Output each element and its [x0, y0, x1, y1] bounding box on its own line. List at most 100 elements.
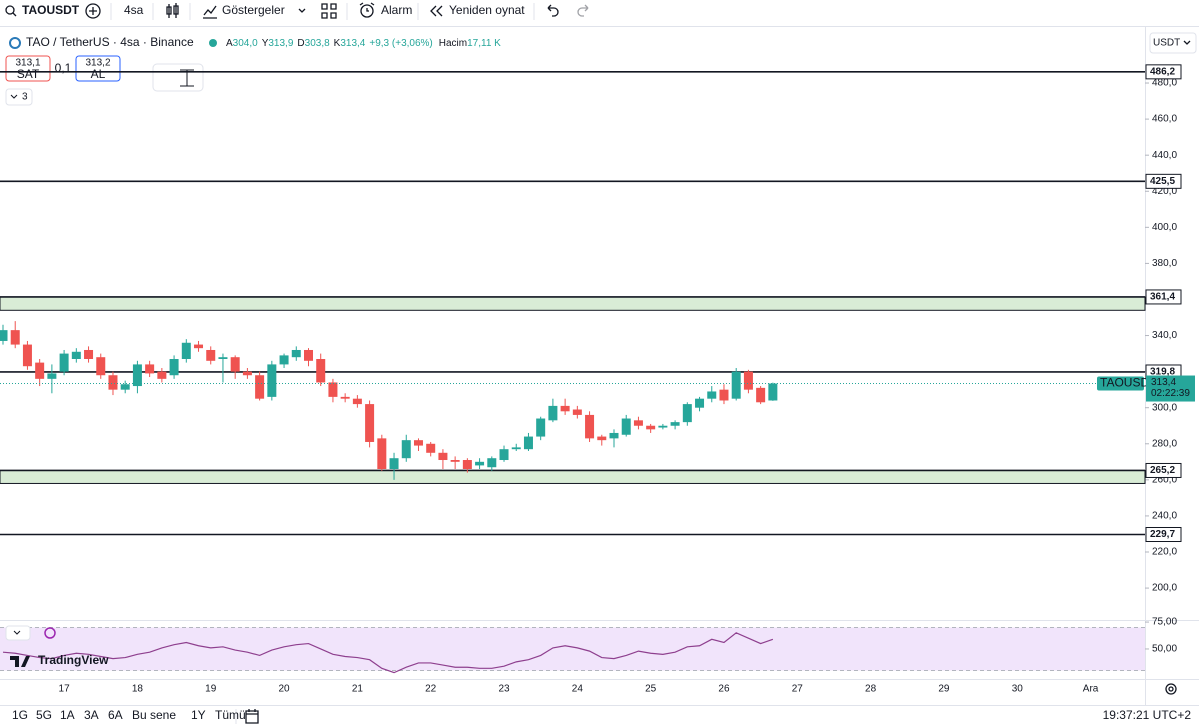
last-price-tag: [1146, 375, 1195, 402]
level-label: 486,2: [1150, 66, 1175, 77]
y-tick-label: 280,0: [1152, 438, 1177, 449]
logo-mark: [10, 656, 30, 667]
candle-body: [365, 404, 375, 442]
rsi-line: [2, 632, 774, 674]
candle-body: [279, 355, 289, 365]
undo[interactable]: [547, 4, 559, 17]
add-symbol[interactable]: [85, 3, 101, 19]
indicators-icon: [203, 5, 217, 19]
candle-body: [120, 384, 130, 390]
legend-values: A304,0 Y313,9 D303,8 K313,4 +9,3 (+3,06%) Hac…: [226, 38, 501, 49]
candle-body: [450, 460, 460, 462]
rsi-tick-label: 75,00: [1152, 617, 1177, 628]
search-icon: [12, 12, 17, 17]
indicator-icon: [44, 627, 56, 639]
range-button[interactable]: 3A: [84, 708, 99, 722]
candle-body: [35, 362, 45, 379]
candle-body: [536, 418, 546, 437]
buy-label: AL: [91, 67, 106, 81]
candle-body: [389, 458, 399, 470]
range-button[interactable]: Tümü: [215, 708, 246, 722]
x-tick-label: 26: [718, 684, 730, 695]
collapse-button[interactable]: [5, 88, 33, 106]
buy-price: 313,2: [85, 58, 110, 69]
ohlc-value: 313,9: [268, 38, 293, 49]
volume: 17,11 K: [467, 38, 501, 49]
replay[interactable]: Yeniden oynat: [449, 3, 525, 17]
goto-date[interactable]: [245, 709, 259, 724]
drawing-tool[interactable]: [152, 63, 204, 92]
range-button[interactable]: 1A: [60, 708, 75, 722]
chevron: [13, 630, 21, 635]
settings[interactable]: [1165, 683, 1177, 695]
level-label: 425,5: [1150, 176, 1175, 187]
candle-body: [621, 418, 631, 435]
dropdown: [1183, 40, 1191, 45]
candle-body: [71, 351, 81, 360]
logo: TradingView: [38, 653, 109, 667]
candle-body: [597, 436, 607, 441]
interval[interactable]: 4sa: [124, 3, 144, 17]
ohlc-key: K: [334, 38, 341, 49]
level-label: 319,8: [1150, 367, 1175, 378]
y-tick-label: 220,0: [1152, 547, 1177, 558]
y-tick-label: 440,0: [1152, 150, 1177, 161]
candle-body: [670, 422, 680, 426]
x-tick-label: 20: [278, 684, 290, 695]
range-button[interactable]: 1Y: [191, 708, 206, 722]
spread: 0,1: [55, 61, 72, 75]
candle-body: [10, 330, 20, 345]
layouts[interactable]: [321, 3, 337, 19]
candle-body: [242, 371, 252, 376]
level-tag: [1145, 527, 1182, 543]
alarm-icon: [359, 2, 375, 12]
currency: USDT: [1153, 38, 1180, 49]
candle-body: [560, 405, 570, 412]
search-icon[interactable]: [5, 5, 15, 15]
y-tick-label: 300,0: [1152, 402, 1177, 413]
range-button[interactable]: 5G: [36, 708, 52, 722]
candle-body: [181, 342, 191, 360]
x-tick-label: 27: [792, 684, 804, 695]
redo[interactable]: [577, 4, 589, 17]
candle-body: [768, 383, 778, 401]
candle-body: [340, 396, 350, 399]
symbol[interactable]: TAOUSDT: [22, 3, 80, 17]
add-symbol-icon: [89, 7, 97, 15]
zone: [0, 296, 1146, 311]
x-tick-label: 17: [59, 684, 71, 695]
x-tick-label: Ara: [1083, 684, 1099, 695]
range-button[interactable]: 1G: [12, 708, 28, 722]
y-tick-label: 200,0: [1152, 583, 1177, 594]
buy-button[interactable]: [75, 55, 121, 82]
ohlc-key: Y: [262, 38, 269, 49]
indicators[interactable]: Göstergeler: [222, 3, 285, 17]
candle-body: [707, 391, 717, 399]
dropdown[interactable]: [298, 8, 306, 13]
drawing-tool-icon: [180, 69, 194, 87]
candle-body: [719, 389, 729, 401]
candle-body: [255, 375, 265, 399]
candle-body: [756, 387, 766, 403]
alarm[interactable]: Alarm: [381, 3, 412, 17]
currency-button[interactable]: [1149, 32, 1197, 54]
chevron: [10, 94, 18, 99]
range-button[interactable]: 6A: [108, 708, 123, 722]
alarm-icon: [360, 4, 374, 18]
candle-body: [59, 353, 69, 372]
level-tag: [1145, 173, 1182, 189]
candle-body: [157, 371, 167, 379]
candle-body: [438, 452, 448, 461]
range-button[interactable]: Bu sene: [132, 708, 176, 722]
last-price: 313,4: [1151, 377, 1176, 388]
candle-body: [548, 405, 558, 421]
sell-label: SAT: [17, 67, 40, 81]
chart-type[interactable]: [166, 3, 179, 18]
ohlc-key: A: [226, 38, 233, 49]
candle-body: [426, 443, 436, 453]
sell-button[interactable]: [5, 55, 51, 82]
x-tick-label: 25: [645, 684, 657, 695]
candle-body: [609, 432, 619, 439]
level-label: 265,2: [1150, 465, 1175, 476]
candle-body: [572, 409, 582, 415]
